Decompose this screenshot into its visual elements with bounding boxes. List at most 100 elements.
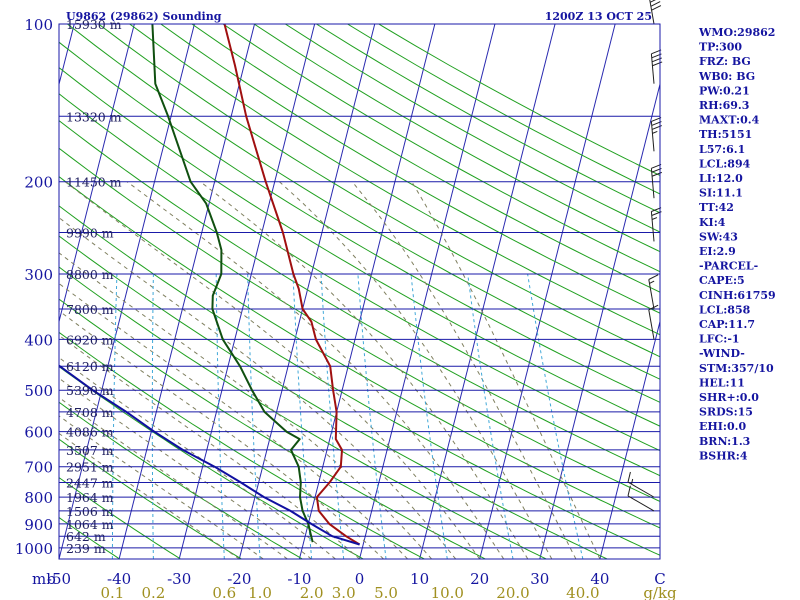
index-entry: RH:69.3 <box>699 99 749 112</box>
moist-adiabat <box>59 310 384 559</box>
mixing-ratio-tick-label: 3.0 <box>332 584 356 600</box>
isotherm <box>479 24 616 559</box>
dry-adiabat <box>59 235 608 559</box>
dry-adiabat <box>253 24 660 253</box>
wind-barb <box>650 49 663 84</box>
index-entry: LFC:-1 <box>699 333 740 346</box>
wind-barbs <box>627 0 663 512</box>
height-label: 8800 m <box>66 267 114 282</box>
height-label: 6120 m <box>66 359 114 374</box>
mixing-ratio-tick-label: 10.0 <box>431 584 464 600</box>
dry-adiabat <box>59 516 120 559</box>
pressure-tick-label: 800 <box>24 489 53 507</box>
dry-adiabat <box>129 24 660 336</box>
isotherm <box>238 24 376 559</box>
dry-adiabat <box>59 41 660 403</box>
height-label: 642 m <box>66 529 106 544</box>
pressure-unit-label: mb <box>32 570 56 588</box>
temperature-tick-label: -40 <box>107 570 131 588</box>
dry-adiabat <box>59 401 303 559</box>
height-label: 4708 m <box>66 405 114 420</box>
dry-adiabat <box>191 24 660 293</box>
mixing-ratio-line <box>292 273 313 559</box>
wind-barb <box>627 485 655 512</box>
dry-adiabat <box>59 366 364 559</box>
mixing-ratio-tick-label: 20.0 <box>496 584 529 600</box>
trace-parcel-virtual-temperature <box>59 364 360 546</box>
pressure-tick-label: 700 <box>24 459 53 477</box>
index-entry: EI:2.9 <box>699 245 736 258</box>
index-entry: EHI:0.0 <box>699 420 746 433</box>
index-entry: BSHR:4 <box>699 449 748 462</box>
isotherm <box>0 24 14 559</box>
isotherm <box>539 82 660 559</box>
index-entry: LI:12.0 <box>699 172 743 185</box>
index-entry: TT:42 <box>699 201 734 214</box>
mixing-ratio-unit-label: g/kg <box>643 584 677 600</box>
index-entry: LCL:858 <box>699 303 751 316</box>
moist-adiabat <box>59 252 432 559</box>
index-entry: KI:4 <box>699 216 726 229</box>
moist-adiabat <box>411 181 601 559</box>
temperature-tick-label: 0 <box>355 570 365 588</box>
mixing-ratio-line <box>247 273 261 559</box>
background-grid <box>0 24 660 559</box>
dry-adiabat <box>59 266 547 559</box>
height-label: 239 m <box>66 541 106 556</box>
moist-adiabat <box>59 377 312 559</box>
index-entry: -WIND- <box>699 347 745 360</box>
temperature-tick-label: 30 <box>530 570 549 588</box>
mixing-ratio-line <box>467 273 514 559</box>
dry-adiabat <box>59 205 660 556</box>
height-label: 1064 m <box>66 517 114 532</box>
sounding-traces <box>59 24 361 546</box>
moist-adiabat <box>199 181 529 559</box>
index-entry: PW:0.21 <box>699 84 750 97</box>
dry-adiabat <box>59 298 486 559</box>
temperature-tick-label: 10 <box>410 570 429 588</box>
mixing-ratio-line <box>111 273 118 559</box>
isotherm <box>59 24 75 87</box>
index-entry: SW:43 <box>699 230 738 243</box>
index-entry: LCL:894 <box>699 157 751 170</box>
dry-adiabat <box>222 24 660 273</box>
dry-adiabat <box>59 438 242 559</box>
dry-adiabat <box>59 331 425 559</box>
trace-dewpoint <box>151 24 314 543</box>
height-label: 15930 m <box>66 17 122 32</box>
index-entry: CAP:11.7 <box>699 318 755 331</box>
moist-adiabat <box>59 356 336 559</box>
index-entry: CINH:61759 <box>699 289 776 302</box>
moist-adiabat <box>279 181 553 559</box>
mixing-ratio-line <box>320 273 345 559</box>
mixing-ratio-line <box>527 273 584 559</box>
mixing-ratio-tick-label: 1.0 <box>248 584 272 600</box>
temperature-tick-label: -50 <box>47 570 71 588</box>
isotherm <box>298 24 436 559</box>
mixing-ratio-line <box>151 273 154 559</box>
temperature-tick-label: 20 <box>470 570 489 588</box>
temperature-tick-label: -10 <box>287 570 311 588</box>
height-label: 7800 m <box>66 302 114 317</box>
temperature-tick-label: -20 <box>227 570 251 588</box>
pressure-tick-label: 100 <box>24 16 53 34</box>
sounding-time: 1200Z 13 OCT 25 <box>545 10 652 23</box>
dry-adiabat <box>59 93 660 452</box>
pressure-tick-label: 600 <box>24 424 53 442</box>
index-entry: SI:11.1 <box>699 187 743 200</box>
mixing-ratio-tick-label: 0.2 <box>141 584 165 600</box>
pressure-tick-label: 1000 <box>15 540 53 558</box>
mixing-ratio-line <box>357 273 387 559</box>
index-entry: -PARCEL- <box>699 260 758 273</box>
pressure-tick-label: 500 <box>24 382 53 400</box>
index-entry: STM:357/10 <box>699 362 774 375</box>
index-entry: SHR+:0.0 <box>699 391 759 404</box>
pressure-tick-label: 300 <box>24 266 53 284</box>
isotherm <box>118 24 256 559</box>
mixing-ratio-tick-label: 0.1 <box>100 584 124 600</box>
dry-adiabat <box>59 120 660 477</box>
height-label: 6920 m <box>66 332 114 347</box>
dry-adiabat <box>67 24 660 380</box>
